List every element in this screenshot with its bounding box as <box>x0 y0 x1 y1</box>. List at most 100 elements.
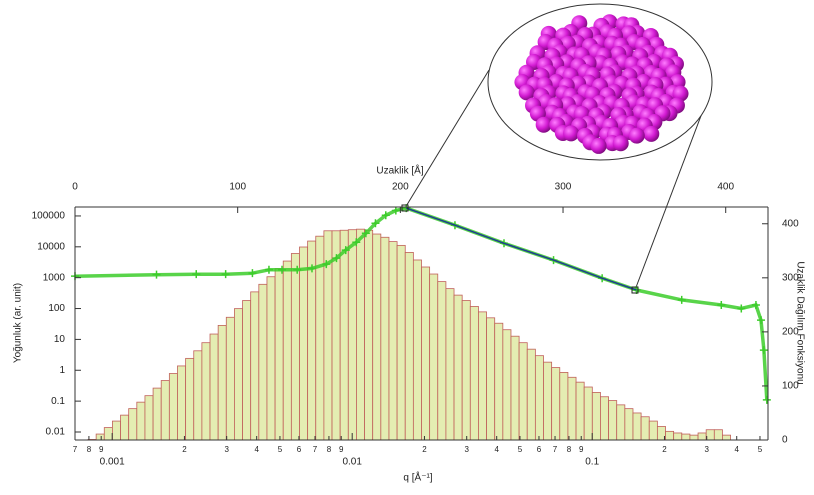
bar <box>177 366 185 440</box>
bar <box>161 381 169 440</box>
data-point <box>678 296 686 304</box>
bar <box>413 260 421 440</box>
bar <box>194 351 202 440</box>
data-point <box>752 301 760 309</box>
x-tick-label: 8 <box>567 445 572 454</box>
data-point <box>192 270 200 278</box>
x-tick-label: 9 <box>99 445 104 454</box>
bar <box>299 247 307 440</box>
y-axis-title: Yoğunluk (ar. unit) <box>13 283 24 363</box>
data-point <box>737 305 745 313</box>
bar <box>592 392 600 440</box>
bar <box>519 343 527 440</box>
y-tick-label: 0.01 <box>46 427 66 438</box>
data-point <box>248 269 256 277</box>
y2-tick-label: 0 <box>782 435 788 446</box>
data-point <box>265 266 273 274</box>
x-tick-label: 2 <box>182 445 187 454</box>
x-tick-label: 5 <box>758 445 763 454</box>
x-tick-label: 4 <box>494 445 499 454</box>
y-tick-label: 100 <box>48 303 65 314</box>
bar <box>373 234 381 440</box>
data-point <box>760 346 768 354</box>
x-tick-label: 7 <box>553 445 558 454</box>
bar <box>226 317 234 440</box>
bar <box>446 289 454 440</box>
bar <box>714 430 722 440</box>
fit-line <box>406 208 636 290</box>
bar <box>633 413 641 440</box>
bar <box>389 242 397 440</box>
bar <box>552 368 560 440</box>
bar <box>186 358 194 440</box>
chart: Uzaklik [Å] q [Å⁻¹] Yoğunluk (ar. unit) … <box>0 0 814 490</box>
y2-tick-label: 200 <box>782 327 799 338</box>
bar <box>430 274 438 440</box>
bar <box>112 421 120 440</box>
bar <box>365 230 373 440</box>
bar <box>405 252 413 440</box>
bar <box>706 430 714 440</box>
atom <box>591 138 607 154</box>
data-point <box>717 301 725 309</box>
bar <box>609 401 617 440</box>
y-tick-label: 0.1 <box>51 396 65 407</box>
bar <box>397 245 405 440</box>
x-tick-label: 5 <box>518 445 523 454</box>
atom <box>643 126 659 142</box>
bar <box>454 295 462 440</box>
bar <box>291 253 299 440</box>
bar <box>234 309 242 440</box>
x-tick-label: 0.01 <box>342 457 362 468</box>
structure-inset <box>405 4 712 290</box>
bar <box>527 349 535 440</box>
y-tick-label: 1 <box>59 365 65 376</box>
bar <box>690 435 698 440</box>
data-point <box>763 396 771 404</box>
bar <box>535 356 543 440</box>
bar <box>104 428 112 440</box>
x2-tick-label: 300 <box>555 182 572 193</box>
bar <box>576 382 584 440</box>
bar <box>145 396 153 440</box>
x-tick-label: 9 <box>579 445 584 454</box>
atom <box>629 128 645 144</box>
bar <box>137 402 145 440</box>
bar <box>202 343 210 440</box>
bar <box>641 417 649 440</box>
bar <box>568 377 576 440</box>
bar <box>470 306 478 440</box>
x2-tick-label: 400 <box>717 182 734 193</box>
bar <box>487 318 495 440</box>
bar <box>478 312 486 440</box>
bar <box>259 284 267 440</box>
bar <box>560 372 568 440</box>
x-tick-label: 9 <box>339 445 344 454</box>
bar <box>251 292 259 440</box>
y-tick-label: 10000 <box>37 241 65 252</box>
bar <box>674 433 682 440</box>
x-tick-label: 3 <box>705 445 710 454</box>
bar <box>649 421 657 440</box>
bar <box>381 237 389 440</box>
bar <box>275 269 283 440</box>
x2-tick-label: 100 <box>229 182 246 193</box>
x-tick-label: 3 <box>464 445 469 454</box>
page: {"chart_data": { "type": "combo", "xlabe… <box>0 0 814 490</box>
x-tick-label: 4 <box>734 445 739 454</box>
bar <box>625 409 633 440</box>
x-tick-label: 3 <box>224 445 229 454</box>
bar <box>243 301 251 440</box>
bar <box>666 431 674 440</box>
y2-tick-label: 100 <box>782 381 799 392</box>
x-tick-label: 5 <box>278 445 283 454</box>
x-tick-label: 4 <box>254 445 259 454</box>
bar <box>600 397 608 440</box>
top-axis-title: Uzaklik [Å] <box>376 164 423 177</box>
bar <box>462 301 470 440</box>
bar <box>96 434 104 440</box>
x-tick-label: 7 <box>313 445 318 454</box>
bar <box>503 330 511 440</box>
bar <box>332 231 340 440</box>
bar <box>584 387 592 440</box>
